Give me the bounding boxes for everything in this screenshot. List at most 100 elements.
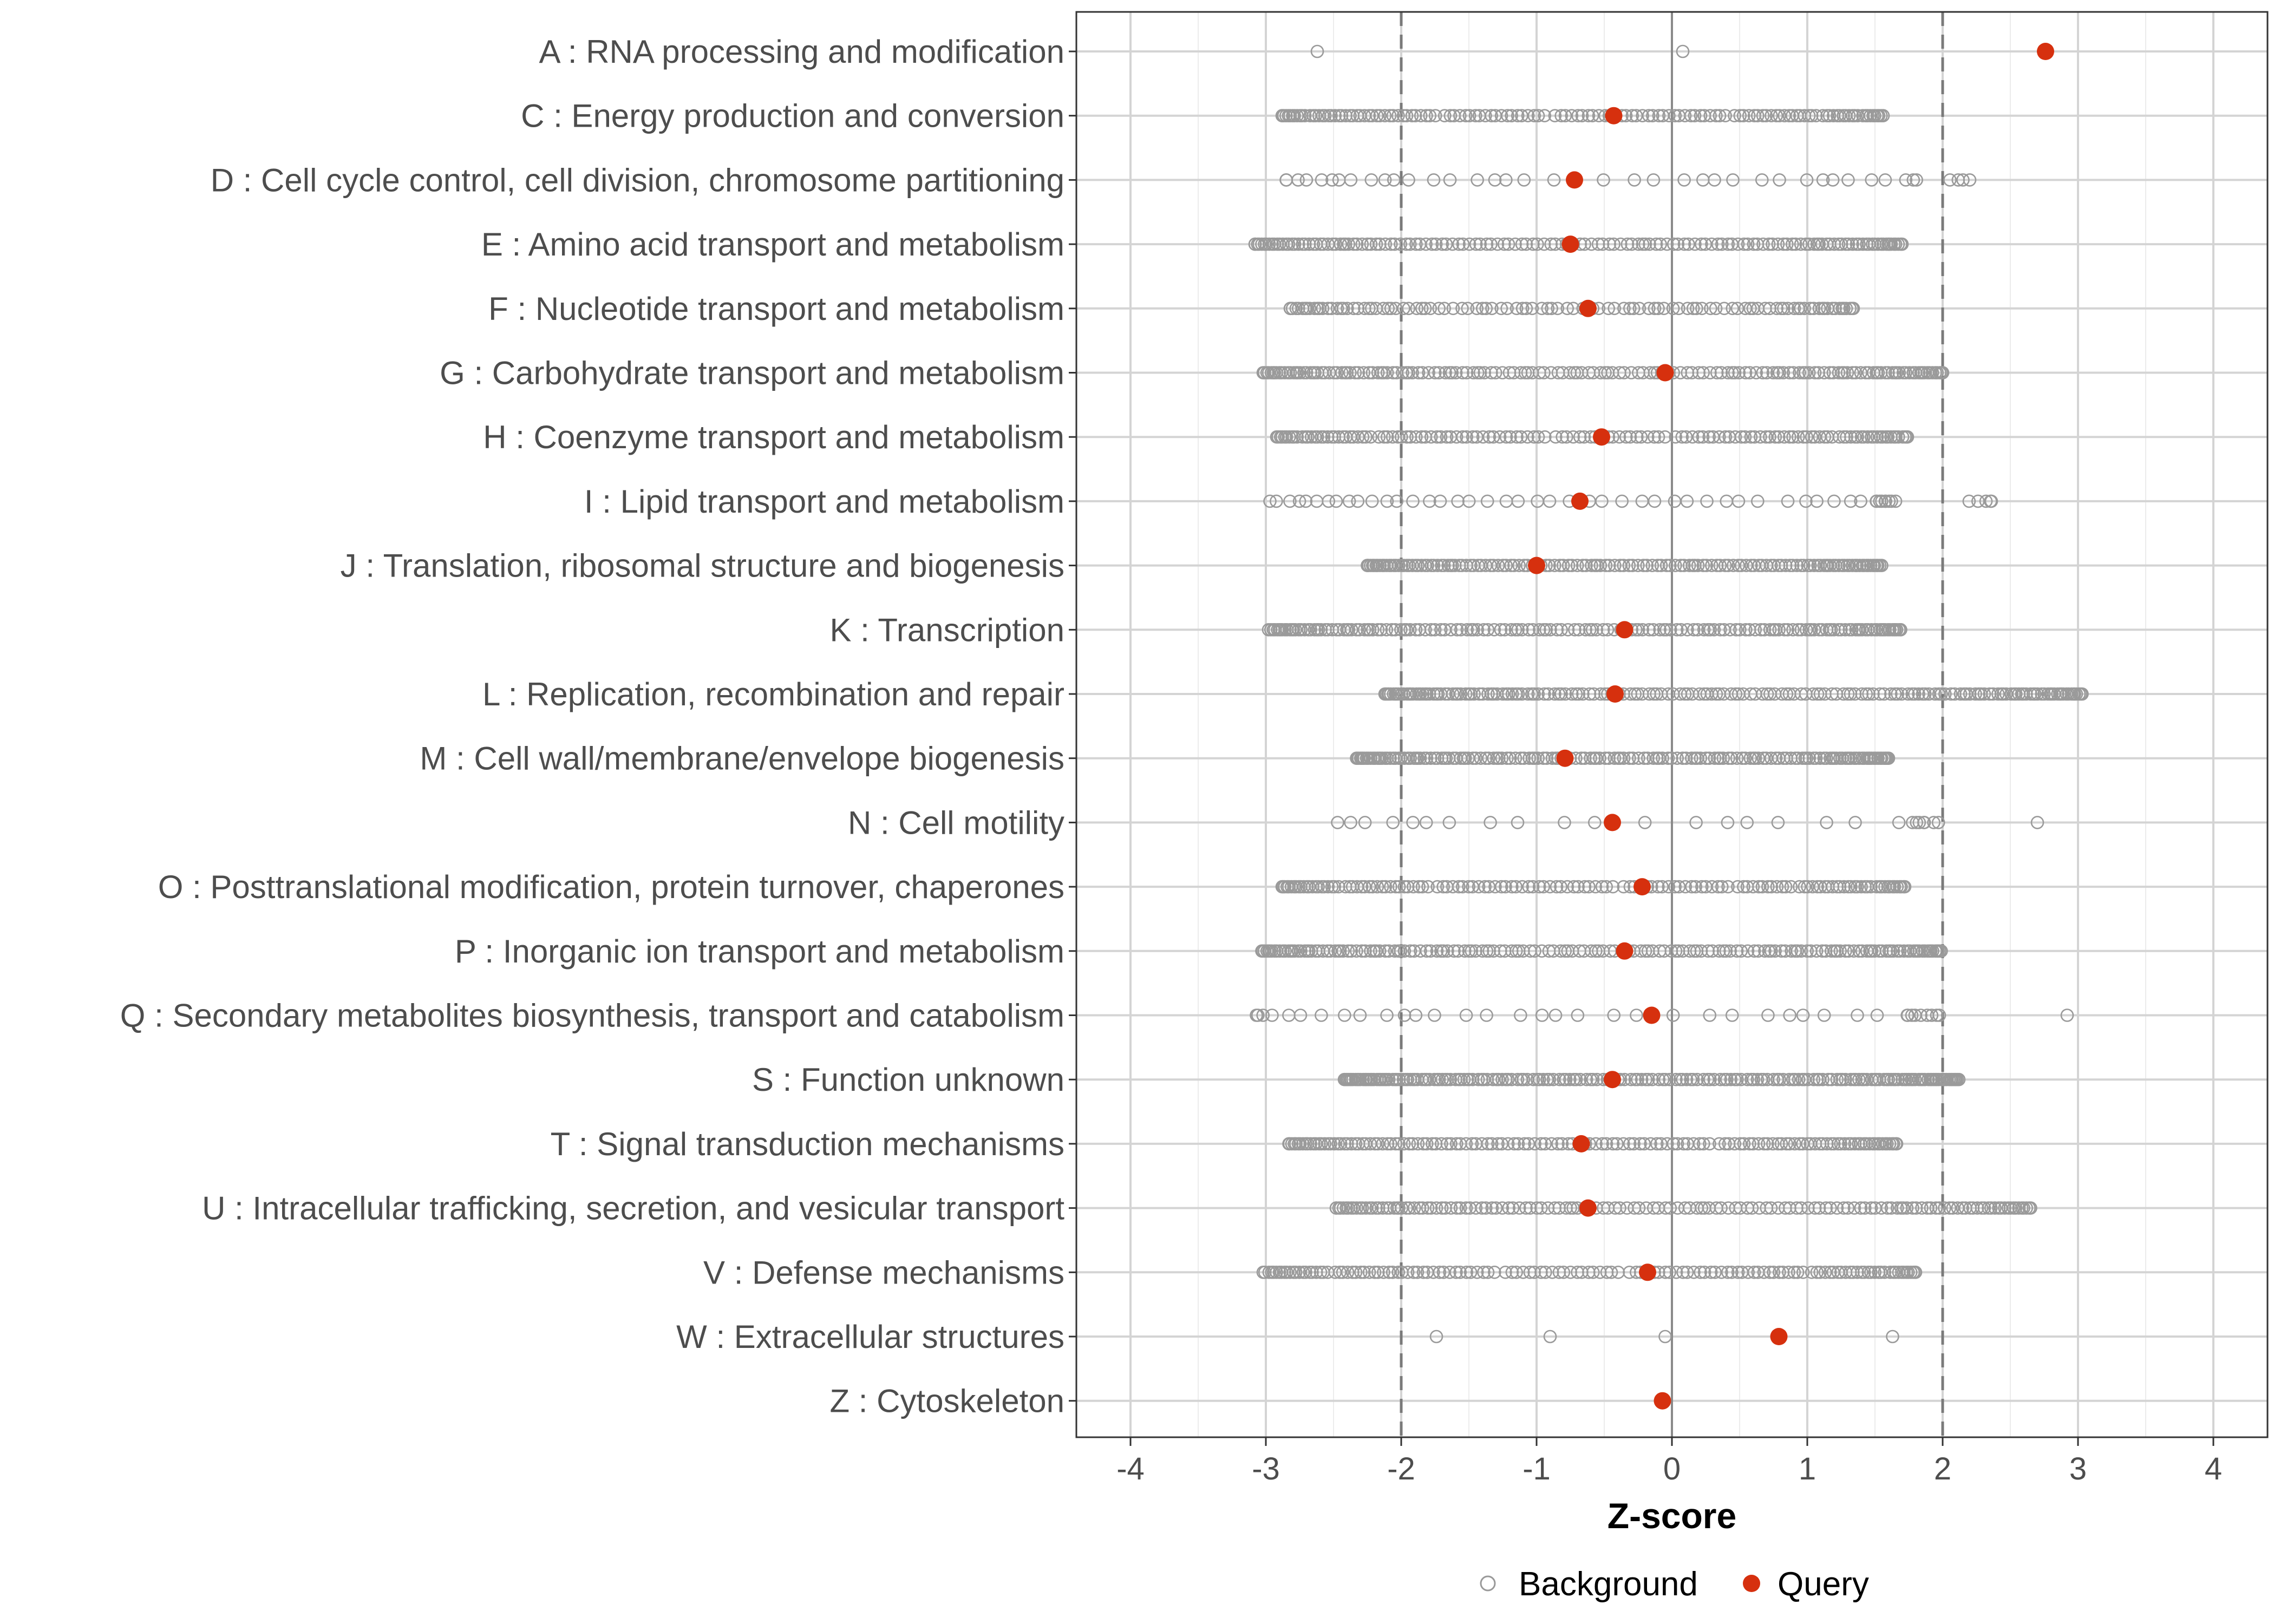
background-point (1311, 944, 1325, 958)
category-label: T : Signal transduction mechanisms (551, 1126, 1064, 1162)
background-point (1780, 237, 1794, 251)
background-point (1962, 494, 1976, 508)
background-point (1315, 173, 1329, 187)
background-point (1539, 1266, 1552, 1279)
background-point (1868, 1201, 1882, 1215)
background-point (1528, 944, 1541, 958)
background-point (1757, 1137, 1771, 1151)
background-point (1957, 687, 1971, 701)
background-point (1419, 623, 1432, 637)
background-point (1589, 1137, 1603, 1151)
background-point (1779, 880, 1793, 894)
background-point (1505, 109, 1518, 122)
background-point (1299, 494, 1313, 508)
background-point (1881, 237, 1895, 251)
background-point (1389, 751, 1402, 765)
query-point (1770, 1328, 1788, 1345)
background-point (1972, 687, 1986, 701)
background-point (1894, 623, 1907, 637)
background-point (1558, 944, 1572, 958)
background-point (1496, 559, 1510, 572)
background-point (1635, 1072, 1649, 1086)
background-point (1771, 816, 1785, 829)
background-point (1638, 944, 1652, 958)
background-point (1675, 430, 1689, 444)
background-point (1393, 1072, 1406, 1086)
query-point (1656, 364, 1674, 382)
background-point (1859, 687, 1873, 701)
background-point (1765, 109, 1778, 122)
background-point (1571, 880, 1585, 894)
background-point (1653, 623, 1667, 637)
background-point (1381, 430, 1394, 444)
background-point (1579, 559, 1593, 572)
background-point (1547, 173, 1561, 187)
background-point (1587, 816, 1602, 829)
background-point (1656, 1072, 1670, 1086)
background-point (1471, 623, 1485, 637)
background-point (1386, 816, 1400, 829)
background-point (1739, 751, 1752, 765)
background-point (1428, 109, 1442, 122)
background-point (1721, 816, 1735, 829)
background-point (1988, 1201, 2002, 1215)
background-point (1848, 816, 1862, 829)
background-point (1558, 816, 1571, 829)
background-point (1813, 430, 1827, 444)
background-point (1877, 687, 1891, 701)
background-point (1390, 494, 1404, 508)
background-point (1479, 1201, 1493, 1215)
background-point (1548, 687, 1561, 701)
background-point (1794, 1201, 1808, 1215)
background-point (1365, 1201, 1379, 1215)
background-point (1838, 1137, 1852, 1151)
background-point (1397, 880, 1412, 894)
background-point (1470, 430, 1484, 444)
background-point (2074, 687, 2088, 701)
background-point (1914, 1072, 1928, 1086)
background-point (1475, 302, 1489, 316)
background-point (1426, 1137, 1439, 1151)
background-point (1844, 1137, 1858, 1151)
x-tick-label: 2 (1934, 1451, 1951, 1487)
background-point (1487, 623, 1501, 637)
background-point (1667, 237, 1681, 251)
background-point (1331, 880, 1345, 894)
background-point (1479, 302, 1493, 316)
background-point (1501, 237, 1515, 251)
background-point (1452, 237, 1466, 251)
background-point (1520, 430, 1534, 444)
background-point (1737, 880, 1750, 894)
background-point (1733, 623, 1747, 637)
background-point (1788, 1137, 1802, 1151)
background-point (1851, 1009, 1864, 1022)
background-point (1357, 366, 1370, 379)
background-point (1747, 944, 1761, 958)
background-point (1311, 880, 1325, 894)
background-point (1435, 237, 1449, 251)
background-point (1388, 237, 1402, 251)
background-point (1746, 880, 1760, 894)
background-point (1367, 559, 1381, 572)
background-point (1844, 751, 1858, 765)
background-point (1599, 880, 1613, 894)
background-point (1791, 430, 1805, 444)
background-point (1344, 1137, 1358, 1151)
background-point (1378, 109, 1392, 122)
background-point (1956, 173, 1970, 187)
background-point (1826, 173, 1840, 187)
background-point (1660, 237, 1674, 251)
background-point (1347, 302, 1361, 316)
background-point (1432, 302, 1446, 316)
background-point (1899, 366, 1913, 379)
background-point (1900, 1009, 1914, 1022)
background-point (1801, 1072, 1815, 1086)
background-point (1407, 944, 1421, 958)
background-point (1593, 559, 1608, 572)
background-point (1351, 366, 1365, 379)
background-point (1716, 944, 1730, 958)
background-point (1828, 944, 1842, 958)
background-point (1579, 1072, 1593, 1086)
background-point (1558, 109, 1572, 122)
background-point (1802, 366, 1816, 379)
